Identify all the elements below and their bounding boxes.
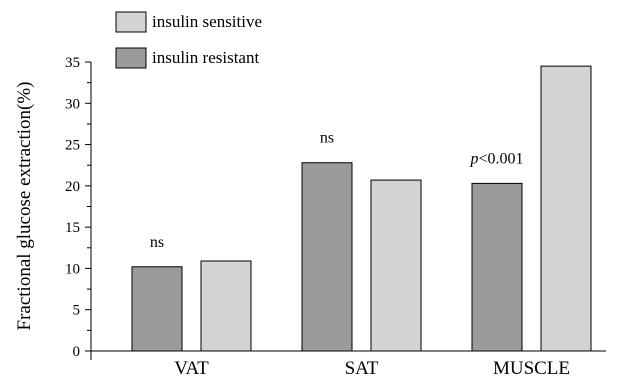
legend-entry-insulin-sensitive: insulin sensitive [115,11,262,33]
legend-swatch-insulin-sensitive [115,11,147,33]
annotation-sat: ns [320,130,334,147]
bars [131,65,592,352]
y-tick-label-25: 25 [65,138,80,154]
legend-entry-insulin-resistant: insulin resistant [115,47,259,69]
legend: insulin sensitive insulin resistant [115,11,262,69]
y-axis-label: Fractional glucose extraction(%) [14,81,35,330]
x-tick-label-vat: VAT [174,358,209,379]
bar-muscle-insulin-sensitive [540,65,592,352]
bar-vat-insulin-resistant [131,266,183,352]
y-tick-label-15: 15 [65,220,80,236]
annotations: ns ns p<0.001 [150,130,524,251]
annotation-muscle: p<0.001 [469,150,523,167]
y-tick-label-0: 0 [73,344,81,360]
y-tick-label-10: 10 [65,261,80,277]
y-tick-label-20: 20 [65,179,80,195]
bar-muscle-insulin-resistant [471,182,523,352]
legend-label-insulin-resistant: insulin resistant [152,48,259,67]
category-labels: VAT SAT MUSCLE [174,358,570,379]
x-tick-label-muscle: MUSCLE [493,358,570,379]
y-tick-label-35: 35 [65,55,80,71]
y-tick-label-5: 5 [73,303,81,319]
bar-vat-insulin-sensitive [200,260,252,352]
legend-swatch-insulin-resistant [115,47,147,69]
legend-label-insulin-sensitive: insulin sensitive [152,12,262,31]
bar-sat-insulin-sensitive [370,179,422,352]
annotation-vat: ns [150,234,164,251]
bar-sat-insulin-resistant [301,162,353,352]
y-ticks: 0 5 10 15 20 25 30 35 [65,55,91,360]
y-tick-label-30: 30 [65,96,80,112]
x-tick-label-sat: SAT [345,358,379,379]
